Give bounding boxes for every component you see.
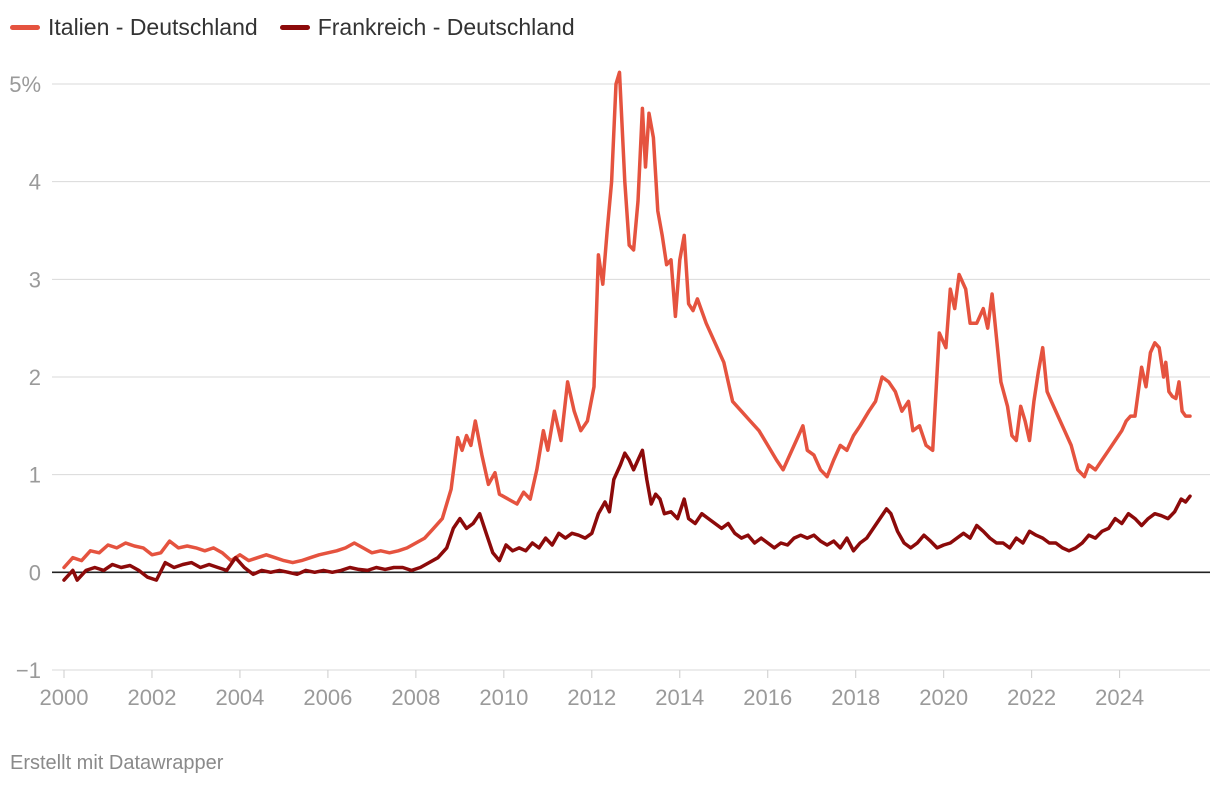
legend-swatch-italy <box>10 25 40 30</box>
x-tick-label: 2020 <box>919 685 968 710</box>
x-tick-label: 2014 <box>655 685 704 710</box>
y-tick-label: 5% <box>9 72 41 97</box>
series-line-france[interactable] <box>62 448 1192 582</box>
y-axis-labels: 5% 4 3 2 1 0 −1 <box>9 72 41 683</box>
y-tick-label: 1 <box>29 463 41 488</box>
legend: Italien - Deutschland Frankreich - Deuts… <box>10 14 575 41</box>
series-lines <box>62 70 1192 582</box>
grid-lines <box>52 83 1210 671</box>
y-tick-label: −1 <box>16 658 41 683</box>
legend-item-france[interactable]: Frankreich - Deutschland <box>279 14 575 41</box>
y-tick-label: 4 <box>29 170 41 195</box>
x-tick-label: 2022 <box>1007 685 1056 710</box>
legend-swatch-france <box>279 25 310 30</box>
y-tick-label: 2 <box>29 365 41 390</box>
x-tick-label: 2012 <box>567 685 616 710</box>
legend-label-france: Frankreich - Deutschland <box>317 14 575 40</box>
datawrapper-credit: Erstellt mit Datawrapper <box>10 752 224 774</box>
x-tick-label: 2016 <box>743 685 792 710</box>
x-tick-label: 2004 <box>215 685 264 710</box>
legend-label-italy: Italien - Deutschland <box>48 14 258 40</box>
legend-item-italy[interactable]: Italien - Deutschland <box>10 14 258 41</box>
series-line-italy[interactable] <box>62 70 1192 570</box>
x-tick-label: 2024 <box>1095 685 1144 710</box>
x-tick-label: 2018 <box>831 685 880 710</box>
x-tick-label: 2008 <box>391 685 440 710</box>
x-tick-label: 2006 <box>303 685 352 710</box>
y-tick-label: 0 <box>29 560 41 585</box>
x-tick-label: 2002 <box>127 685 176 710</box>
y-tick-label: 3 <box>29 267 41 292</box>
x-tick-label: 2010 <box>479 685 528 710</box>
x-axis-labels: 2000 2002 2004 2006 2008 2010 2012 2014 2016 2018… <box>40 670 1144 710</box>
x-tick-label: 2000 <box>40 685 89 710</box>
